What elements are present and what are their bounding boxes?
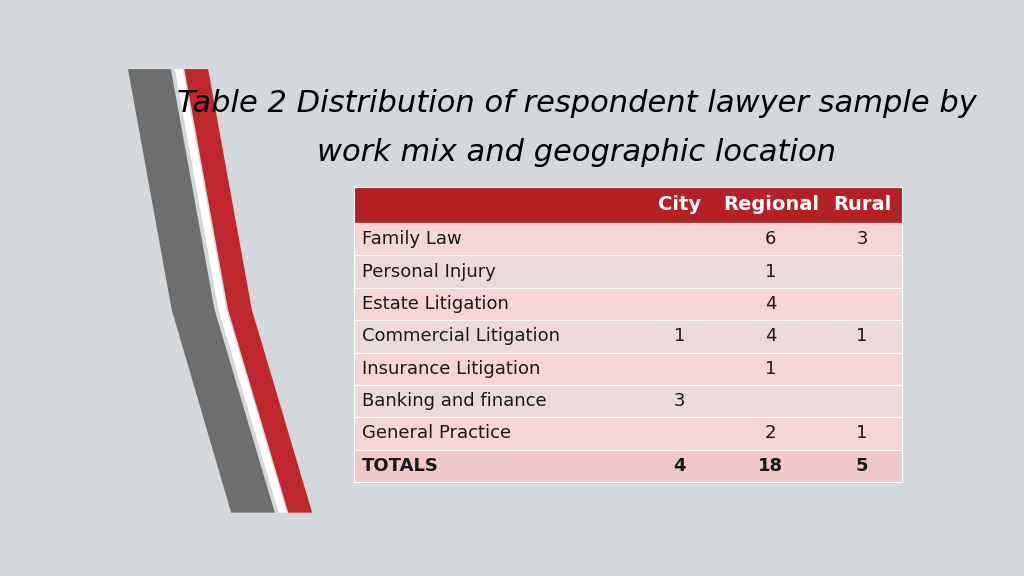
FancyBboxPatch shape [354,187,902,223]
Polygon shape [128,69,274,513]
FancyBboxPatch shape [354,450,902,482]
Text: Commercial Litigation: Commercial Litigation [362,327,560,346]
Text: work mix and geographic location: work mix and geographic location [316,138,836,167]
Text: 3: 3 [674,392,685,410]
FancyBboxPatch shape [354,385,902,417]
Text: 4: 4 [674,457,686,475]
Text: 4: 4 [765,295,776,313]
Text: 18: 18 [758,457,783,475]
Text: 6: 6 [765,230,776,248]
Text: Rural: Rural [833,195,891,214]
FancyBboxPatch shape [354,288,902,320]
FancyBboxPatch shape [354,223,902,255]
FancyBboxPatch shape [354,320,902,353]
Text: 1: 1 [765,263,776,281]
Text: TOTALS: TOTALS [362,457,439,475]
Text: 4: 4 [765,327,776,346]
FancyBboxPatch shape [354,255,902,288]
Text: Personal Injury: Personal Injury [362,263,496,281]
FancyBboxPatch shape [354,417,902,450]
Text: City: City [658,195,701,214]
Polygon shape [175,69,287,513]
FancyBboxPatch shape [354,353,902,385]
Polygon shape [184,69,312,513]
Text: Family Law: Family Law [362,230,462,248]
Text: 5: 5 [856,457,868,475]
Text: Regional: Regional [723,195,819,214]
Text: 1: 1 [856,425,867,442]
Text: Table 2 Distribution of respondent lawyer sample by: Table 2 Distribution of respondent lawye… [176,89,976,118]
Text: 1: 1 [765,360,776,378]
Text: General Practice: General Practice [362,425,511,442]
Text: 3: 3 [856,230,867,248]
Text: Banking and finance: Banking and finance [362,392,547,410]
Text: 2: 2 [765,425,776,442]
Text: 1: 1 [856,327,867,346]
Text: Insurance Litigation: Insurance Litigation [362,360,541,378]
Text: 1: 1 [674,327,685,346]
Text: Estate Litigation: Estate Litigation [362,295,509,313]
